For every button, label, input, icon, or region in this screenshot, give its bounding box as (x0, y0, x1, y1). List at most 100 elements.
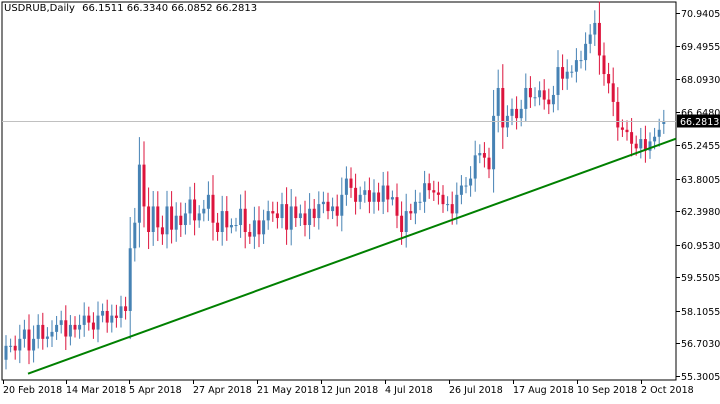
candle-body (643, 139, 647, 151)
candle-body (317, 204, 321, 219)
candle-body (211, 194, 215, 223)
x-tick-label: 26 Jul 2018 (449, 385, 503, 396)
candle-body (59, 320, 63, 325)
candle-body (55, 324, 59, 332)
candle-body (551, 94, 555, 105)
x-tick-label: 21 May 2018 (257, 385, 319, 396)
candle-body (331, 206, 335, 212)
candle-body (482, 153, 486, 158)
chart-header: USDRUB,Daily 66.1511 66.3340 66.0852 66.… (4, 3, 261, 14)
candle-body (160, 227, 164, 235)
candle-body (280, 204, 284, 219)
candle-body (64, 320, 68, 337)
candle-body (147, 206, 151, 232)
candle-body (257, 220, 261, 235)
candle-body (32, 338, 36, 351)
candle-body (73, 324, 77, 330)
candle-body (340, 194, 344, 216)
candle-body (285, 204, 289, 230)
candle-body (653, 136, 657, 142)
candle-body (492, 115, 496, 170)
candle-body (225, 211, 229, 228)
x-tick-label: 10 Sep 2018 (577, 385, 637, 396)
candle-body (533, 97, 537, 99)
candle-body (266, 211, 270, 221)
candle-body (303, 213, 307, 226)
current-price-label-bg (677, 114, 720, 128)
candle-body (308, 208, 312, 226)
candle-body (156, 206, 160, 228)
candle-body (395, 197, 399, 216)
candle-body (634, 143, 638, 149)
candle-body (9, 345, 13, 347)
candle-body (170, 206, 174, 230)
candle-body (639, 139, 643, 149)
candle-body (50, 331, 54, 337)
candle-body (239, 208, 243, 226)
candle-body (229, 225, 233, 228)
candle-body (515, 108, 519, 119)
x-tick-label: 27 Apr 2018 (193, 385, 252, 396)
current-price-label: 66.2813 (680, 117, 719, 128)
candle-body (151, 206, 155, 232)
y-tick-label: 68.0930 (681, 75, 720, 86)
candle-body (487, 157, 491, 170)
candle-body (271, 211, 275, 214)
x-tick-label: 14 Mar 2018 (66, 385, 126, 396)
candle-body (220, 211, 224, 232)
candle-body (321, 201, 325, 205)
candle-body (110, 315, 114, 323)
x-tick-label: 5 Apr 2018 (129, 385, 182, 396)
candle-body (588, 34, 592, 44)
candle-body (216, 222, 220, 232)
candle-body (611, 83, 615, 102)
candle-body (252, 220, 256, 237)
x-tick-label: 12 Jun 2018 (321, 385, 378, 396)
candle-body (377, 192, 381, 202)
candle-body (243, 208, 247, 232)
candle-body (409, 211, 413, 214)
candle-body (4, 345, 8, 360)
candle-body (662, 120, 666, 124)
candle-body (234, 225, 238, 227)
candle-body (68, 324, 72, 337)
candle-body (469, 178, 473, 186)
candle-body (381, 185, 385, 202)
y-tick-label: 60.9530 (681, 241, 720, 252)
candle-body (441, 194, 445, 205)
candle-body (312, 208, 316, 219)
candle-body (326, 201, 330, 212)
candle-body (358, 194, 362, 202)
candle-body (183, 213, 187, 226)
candle-body (620, 127, 624, 130)
candle-body (105, 310, 109, 323)
candle-body (165, 206, 169, 235)
candle-body (450, 204, 454, 214)
candle-body (446, 204, 450, 206)
candle-body (597, 22, 601, 56)
candle-body (349, 178, 353, 188)
candle-body (298, 213, 302, 219)
candle-body (584, 43, 588, 61)
candle-body (538, 90, 542, 98)
candle-body (133, 222, 137, 249)
ohlc-readout: 66.1511 66.3340 66.0852 66.2813 (82, 3, 258, 14)
candle-body (464, 185, 468, 187)
candle-body (197, 213, 201, 221)
candle-body (547, 99, 551, 105)
y-tick-label: 65.2455 (681, 141, 720, 152)
candle-body (137, 164, 141, 223)
candle-body (124, 306, 128, 311)
y-tick-label: 62.3980 (681, 207, 720, 218)
candle-body (202, 208, 206, 214)
candle-body (45, 336, 49, 339)
candle-body (91, 322, 95, 330)
candle-body (510, 108, 514, 116)
candle-body (607, 74, 611, 84)
candle-body (418, 201, 422, 203)
candle-body (13, 345, 17, 351)
y-tick-label: 63.8005 (681, 175, 720, 186)
candle-body (119, 306, 123, 318)
